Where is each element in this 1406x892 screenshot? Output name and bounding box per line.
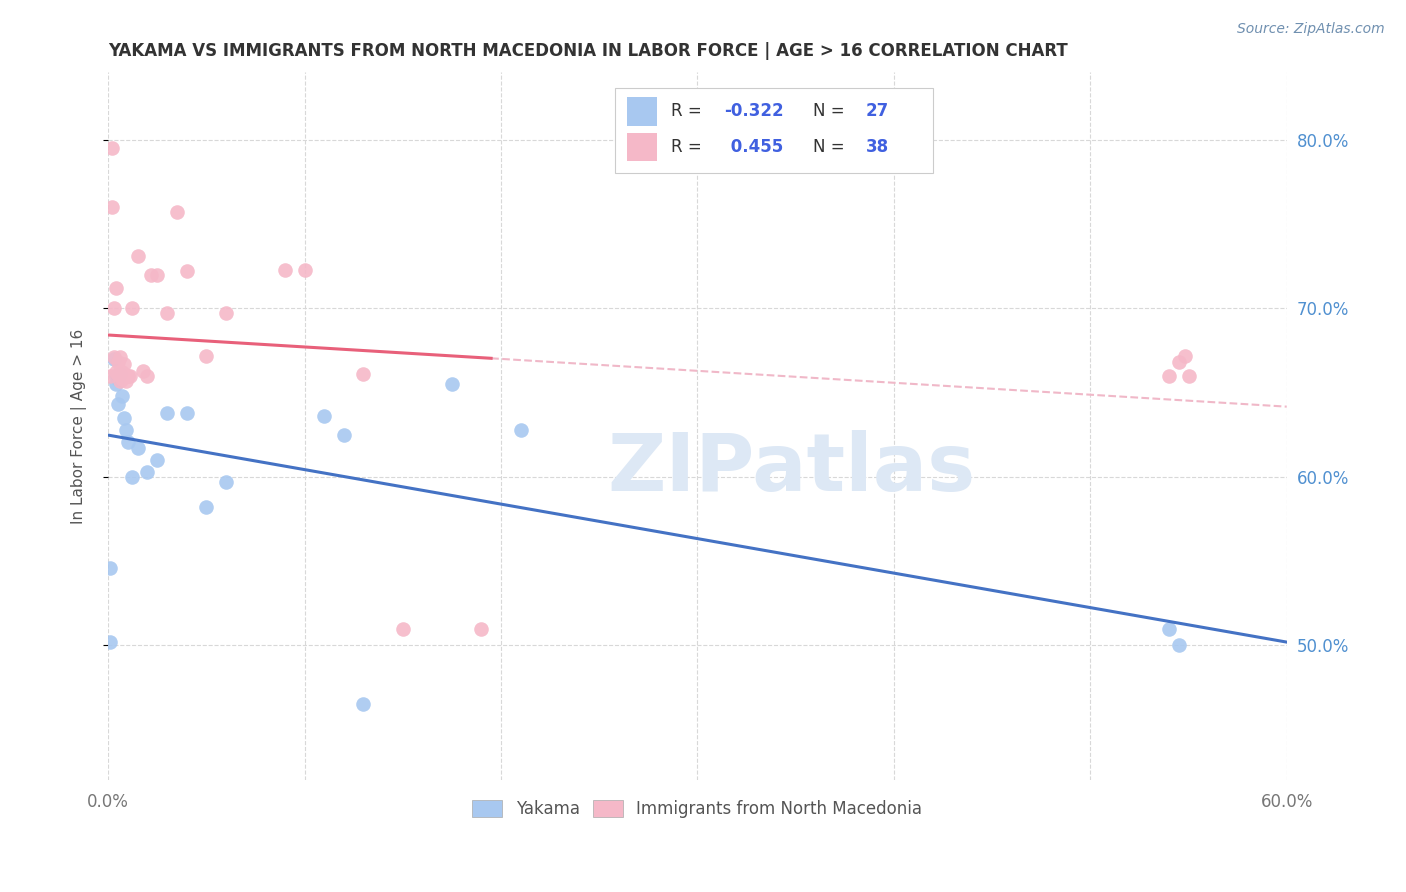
Point [112,367,135,381]
Point [98,561,121,575]
Point [104,377,127,392]
Point [146,453,169,467]
Point [107,397,129,411]
Point [98,635,121,649]
Point [166,205,188,219]
Point [132,364,155,378]
Point [352,698,374,712]
Point [391,622,413,636]
Point [107,355,129,369]
Point [1174,349,1197,363]
Point [294,262,316,277]
Point [114,374,136,388]
Point [141,268,163,282]
Point [156,406,179,420]
Point [509,423,531,437]
Point [176,264,198,278]
Point [103,301,125,316]
Point [111,372,134,386]
Point [195,500,218,515]
Point [1167,639,1189,653]
Point [101,200,124,214]
Text: Source: ZipAtlas.com: Source: ZipAtlas.com [1237,22,1385,37]
Point [107,372,129,386]
Text: -0.322: -0.322 [724,103,785,120]
Point [108,367,131,381]
Point [156,306,179,320]
Point [333,427,356,442]
Point [121,470,143,484]
Point [127,249,149,263]
Y-axis label: In Labor Force | Age > 16: In Labor Force | Age > 16 [72,329,87,524]
Point [101,141,124,155]
Point [104,281,127,295]
Point [215,475,238,489]
Point [136,465,159,479]
Point [103,351,125,366]
Point [117,368,139,383]
Text: N =: N = [813,103,849,120]
Text: R =: R = [672,137,707,156]
FancyBboxPatch shape [627,133,658,161]
Point [1157,368,1180,383]
Point [121,301,143,316]
Point [314,409,336,424]
Point [146,268,169,282]
FancyBboxPatch shape [627,97,658,126]
Point [352,367,374,381]
Point [107,367,129,381]
Point [118,368,141,383]
Text: 0.455: 0.455 [724,137,783,156]
Text: YAKAMA VS IMMIGRANTS FROM NORTH MACEDONIA IN LABOR FORCE | AGE > 16 CORRELATION : YAKAMA VS IMMIGRANTS FROM NORTH MACEDONI… [108,42,1067,60]
Legend: Yakama, Immigrants from North Macedonia: Yakama, Immigrants from North Macedonia [465,794,929,825]
Point [117,434,139,449]
Point [112,411,135,425]
Point [112,357,135,371]
Point [108,374,131,388]
Point [1167,355,1189,369]
Point [195,349,218,363]
Point [103,351,125,365]
Point [440,377,463,392]
Point [274,262,297,277]
Text: 38: 38 [866,137,889,156]
Point [104,368,127,383]
Point [104,366,127,380]
Point [98,368,121,383]
Point [1177,368,1199,383]
Point [108,351,131,365]
Point [127,442,149,456]
Point [136,368,159,383]
FancyBboxPatch shape [614,88,934,173]
Point [114,423,136,437]
Point [176,406,198,420]
Point [470,622,492,636]
Point [111,389,134,403]
Text: ZIPatlas: ZIPatlas [607,430,976,508]
Point [111,366,134,380]
Point [1157,622,1180,636]
Point [215,306,238,320]
Text: R =: R = [672,103,707,120]
Text: 27: 27 [866,103,889,120]
Text: N =: N = [813,137,849,156]
